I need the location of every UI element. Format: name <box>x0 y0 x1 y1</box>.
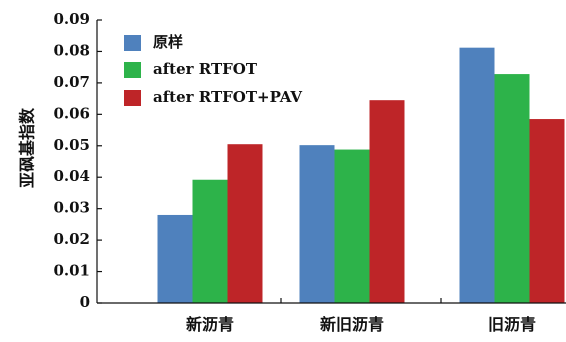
y-tick-label: 0 <box>80 293 90 311</box>
legend-swatch-2 <box>124 62 141 78</box>
bar-2-2 <box>334 149 370 303</box>
bar-3-3 <box>529 119 565 303</box>
legend-swatch-3 <box>124 90 141 106</box>
bar-1-3 <box>227 144 263 303</box>
y-tick-label: 0.08 <box>53 41 90 59</box>
y-tick-label: 0.01 <box>53 262 90 280</box>
y-tick-label: 0.07 <box>53 73 90 91</box>
y-tick-label: 0.02 <box>53 230 90 248</box>
y-tick-label: 0.03 <box>53 199 90 217</box>
legend-label-3: after RTFOT+PAV <box>153 88 302 106</box>
legend-label-1: 原样 <box>153 33 183 51</box>
x-tick-label: 新旧沥青 <box>320 315 384 334</box>
y-tick-label: 0.09 <box>53 10 90 28</box>
legend-label-2: after RTFOT <box>153 60 258 78</box>
y-tick-label: 0.04 <box>53 167 90 185</box>
bar-3-2 <box>494 74 530 303</box>
x-tick-label: 新沥青 <box>186 315 234 334</box>
x-tick-label: 旧沥青 <box>488 315 536 334</box>
bar-1-2 <box>192 179 228 303</box>
y-tick-label: 0.06 <box>53 104 90 122</box>
y-tick-label: 0.05 <box>53 136 90 154</box>
bars-group <box>157 47 565 303</box>
legend-swatch-1 <box>124 35 141 51</box>
bar-2-3 <box>369 100 405 303</box>
bar-3-1 <box>459 47 495 303</box>
axes-group: 新沥青 新旧沥青 旧沥青 0 0.01 0.02 0.03 0.04 0.05 0.06 0.07 0… <box>53 10 566 334</box>
y-axis-label: 亚砜基指数 <box>18 107 37 188</box>
legend: 原样 after RTFOT after RTFOT+PAV <box>124 33 302 106</box>
bar-1-1 <box>157 214 193 303</box>
bar-2-1 <box>299 145 335 303</box>
